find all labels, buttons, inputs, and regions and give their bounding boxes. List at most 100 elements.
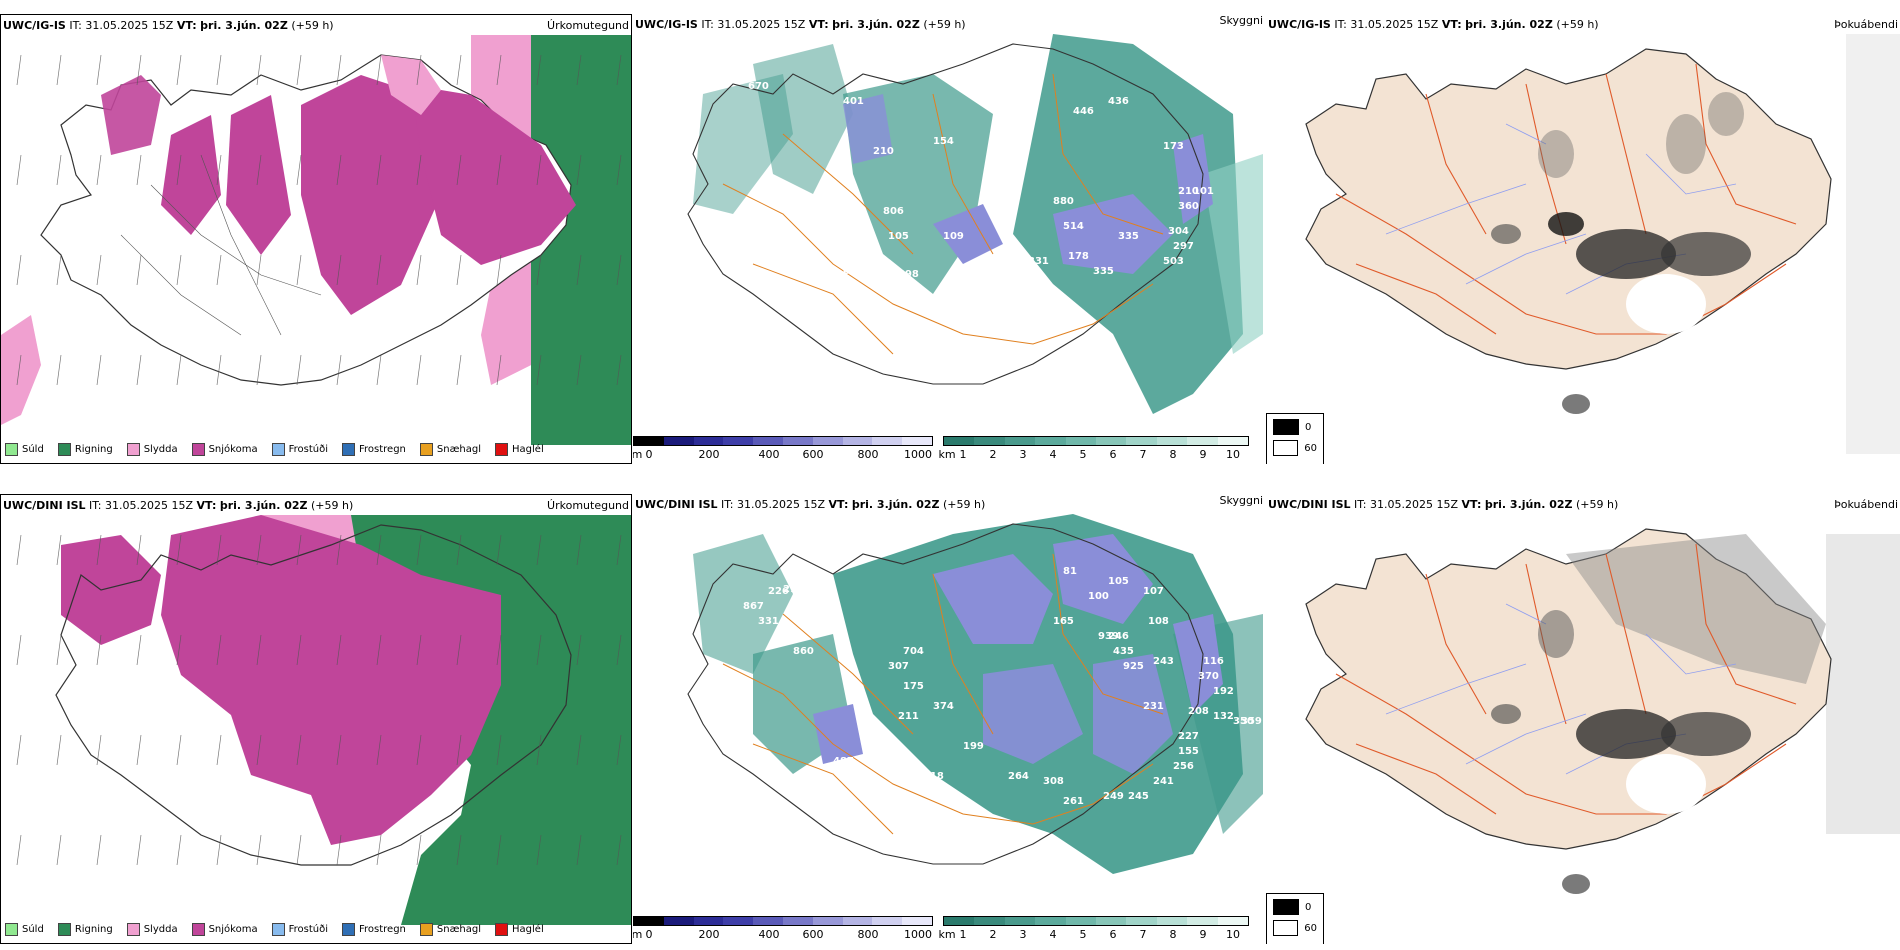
legend-swatch [495,923,509,936]
legend-swatch [271,443,285,456]
panel-title: Skyggni [1219,494,1263,507]
height-tick: 200 [698,928,720,941]
snow-depth-label: 360 [1178,201,1199,212]
snow-depth-label: 101 [1193,186,1214,197]
fog-patch [1661,232,1751,276]
precip-legend: Súld Rigning Slydda Snjókoma Frostúði Fr… [5,443,544,456]
legend-swatch [57,443,71,456]
visibility-tick: 10 [1226,928,1240,941]
visibility-colorbar-ticks: km 1 2 3 4 5 6 7 8 9 10 [938,448,1249,462]
snow-depth-label: 249 [1103,791,1124,802]
visibility-tick: 9 [1199,928,1207,941]
height-tick: 400 [758,928,780,941]
snow-depth-label: 331 [758,616,779,627]
legend-swatch [191,923,205,936]
snow-depth-label: 231 [1143,701,1164,712]
snow-depth-label: 175 [903,681,924,692]
height-tick: 0 [645,928,653,941]
snow-depth-label: 246 [1108,631,1129,642]
fog-indicator-panel-2: UWC/DINI ISL IT: 31.05.2025 15Z VT: þri.… [1266,494,1900,944]
legend-swatch [495,443,509,456]
fog-patch [1491,224,1521,244]
legend-item: Snæhagl [419,443,481,456]
snow-depth-label: 105 [1108,576,1129,587]
legend-item: Haglél [495,923,544,936]
fog-legend: 0 60 [1266,893,1324,944]
legend-item: Súld [5,923,44,936]
visibility-unit: km [938,448,956,461]
snow-depth-label: 446 [1073,106,1094,117]
panel-title: Úrkomutegund [547,499,629,512]
fog-patch [1562,394,1590,414]
snow-depth-label: 11 [828,781,842,792]
fog-patch [1708,92,1744,136]
fog-legend-swatch [1273,899,1299,915]
height-unit: m [633,448,643,461]
snow-depth-label: 264 [1008,771,1029,782]
precip-legend: Súld Rigning Slydda Snjókoma Frostúði Fr… [5,923,544,936]
legend-item: Haglél [495,443,544,456]
fog-legend-swatch [1273,920,1299,936]
legend-swatch [57,923,71,936]
legend-item: Frostúði [271,923,328,936]
height-tick: 600 [802,448,824,461]
snow-depth-label: 192 [1213,686,1234,697]
legend-swatch [271,923,285,936]
fog-patch [1576,709,1676,759]
legend-swatch [126,923,140,936]
legend-item: Rigning [57,443,113,456]
snow-depth-label: 203 [998,251,1019,262]
visibility-tick: 1 [959,928,967,941]
snow-depth-label: 243 [1153,656,1174,667]
snow-depth-label: 210 [1178,186,1199,197]
fog-patch [1626,754,1706,814]
snow-depth-labels: 670 401 154 210 806 105 82 09 498 109 203 331 178 335… [748,81,1214,280]
height-tick: 800 [857,928,879,941]
height-colorbar: m 0 200 400 600 800 1000 [633,916,933,942]
snow-depth-label: 81 [1063,566,1077,577]
snow-depth-label: 331 [1028,256,1049,267]
legend-swatch [419,443,433,456]
snow-depth-label: 261 [1063,796,1084,807]
precip-type-panel-2: UWC/DINI ISL IT: 31.05.2025 15Z VT: þri.… [0,494,632,944]
precip-type-panel-1: UWC/IG-IS IT: 31.05.2025 15Z VT: þri. 3.… [0,14,632,464]
fog-patch [1491,704,1521,724]
fog-patch [1562,874,1590,894]
visibility-tick: 10 [1226,448,1240,461]
height-tick: 0 [645,448,653,461]
snow-depth-label: 82 [853,244,867,255]
visibility-tick: 1 [959,448,967,461]
panel-title: Skyggni [1219,14,1263,27]
panel-title: Þokuábendi [1834,18,1898,31]
visibility-colorbar-ticks: km 1 2 3 4 5 6 7 8 9 10 [938,928,1249,942]
snow-depth-label: 401 [843,96,864,107]
fog-legend: 0 60 [1266,413,1324,464]
snow-depth-label: 132 [1213,711,1234,722]
snow-depth-label: 704 [903,646,924,657]
snow-depth-label: 350 [1233,716,1254,727]
snow-depth-label: 154 [933,136,954,147]
fog-patch [1661,712,1751,756]
snow-depth-label: 245 [1128,791,1149,802]
precip-map [1,35,631,445]
snow-depth-label: 374 [933,701,954,712]
fog-legend-swatch [1273,440,1299,456]
visibility-tick: 5 [1079,448,1087,461]
fog-map [1266,34,1900,454]
snow-depth-label: 09 [843,266,857,277]
fog-legend-row: 0 [1273,419,1317,435]
snow-depth-label: 318 [923,771,944,782]
snow-depth-label: 108 [1148,616,1169,627]
visibility-tick: 3 [1019,448,1027,461]
visibility-tick: 5 [1079,928,1087,941]
snow-depth-label: 359 [1241,716,1262,727]
legend-item: Slydda [126,443,178,456]
snow-depth-label: 64 [853,776,867,787]
snow-depth-label: 498 [898,269,919,280]
snow-depth-label: 241 [1153,776,1174,787]
legend-swatch [419,923,433,936]
snow-depth-label: 503 [1163,256,1184,267]
snow-depth-label: 210 [873,146,894,157]
visibility-tick: 4 [1049,448,1057,461]
